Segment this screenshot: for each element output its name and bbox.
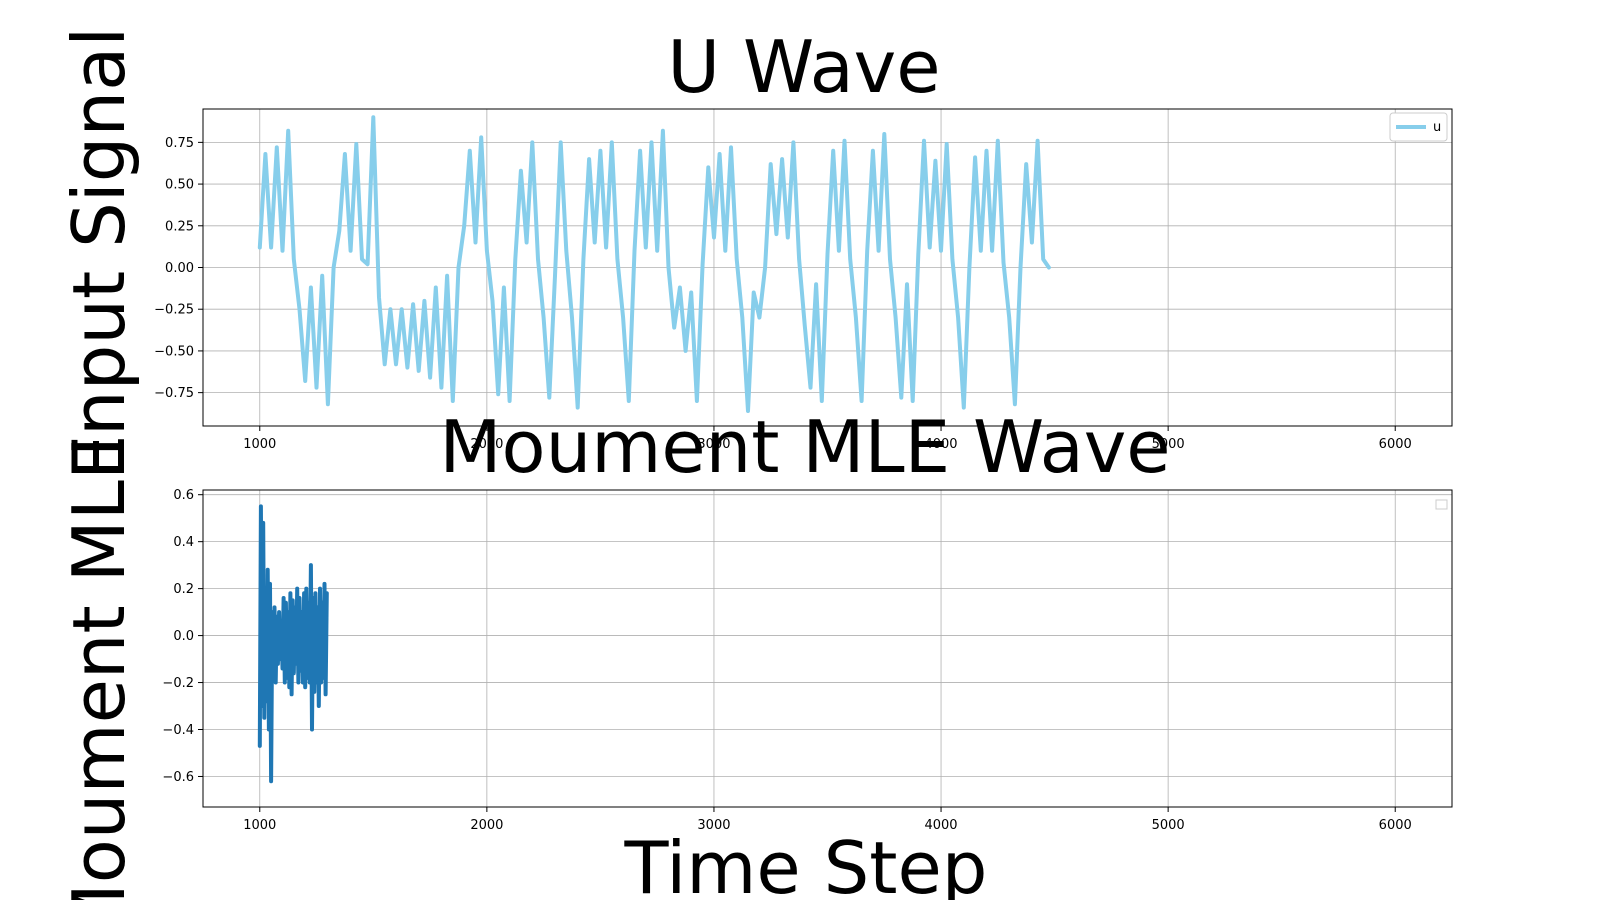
mle-wave-x-tick-label: 4000 [924,818,957,833]
u-wave-series-line-u [257,115,1051,413]
mle-wave-y-tick-label: −0.6 [162,770,194,785]
mle-wave-plot-area [257,504,329,784]
y-axis-label-input-signal: Input Signal [57,27,141,458]
u-wave-title: U Wave [667,25,940,109]
mle-wave-y-tick-label: 0.6 [173,488,194,503]
mle-wave-y-tick-label: 0.4 [173,535,194,550]
mle-wave-y-tick-label: 0.0 [173,629,194,644]
u-wave-x-tick-label: 5000 [1152,437,1185,452]
u-wave-x-tick-label: 2000 [470,437,503,452]
u-wave-y-tick-label: −0.25 [154,303,194,318]
u-legend-label: u [1433,120,1441,135]
mle-wave-y-tick-label: 0.2 [173,582,194,597]
u-wave-y-tick-label: 0.50 [165,178,194,193]
u-wave-plot-area [257,115,1051,413]
u-wave-y-axis: −0.75 −0.50 −0.25 0.00 0.25 0.50 0.75 [154,136,203,401]
u-wave-y-tick-label: −0.50 [154,344,194,359]
y-axis-label-moument-mle: Moument MLE [57,435,141,900]
mle-wave-y-axis: −0.6 −0.4 −0.2 0.0 0.2 0.4 0.6 [162,488,203,785]
u-wave-y-tick-label: −0.75 [154,386,194,401]
u-wave-y-tick-label: 0.00 [165,261,194,276]
mle-wave-y-tick-label: −0.4 [162,723,194,738]
u-wave-x-axis: 1000 2000 3000 4000 5000 6000 [243,426,1412,452]
mle-wave-x-tick-label: 1000 [243,818,276,833]
x-axis-label-time-step: Time Step [623,826,987,900]
mle-wave-x-tick-label: 5000 [1152,818,1185,833]
mle-wave-legend-box [1435,499,1448,510]
u-wave-x-tick-label: 6000 [1379,437,1412,452]
mle-wave-grid [203,490,1452,807]
u-wave-x-tick-label: 3000 [697,437,730,452]
u-wave-chart: U Wave 1000 2000 3000 4000 5000 6000 −0.75−0.… [154,25,1453,452]
mle-wave-y-tick-label: −0.2 [162,676,194,691]
u-wave-x-tick-label: 1000 [243,437,276,452]
u-wave-legend: u [1389,112,1448,142]
mle-wave-axes-frame [202,489,1453,808]
mle-wave-series-line-0 [257,504,329,784]
u-wave-x-tick-label: 4000 [924,437,957,452]
u-wave-y-tick-label: 0.25 [165,219,194,234]
mle-wave-x-tick-label: 6000 [1379,818,1412,833]
moument-mle-wave-chart: 1000 2000 3000 4000 5000 6000 −0.6 −0.4 −0.2 0.0… [162,405,1453,833]
mle-wave-x-axis: 1000 2000 3000 4000 5000 6000 [243,807,1412,833]
mle-wave-title: Moument MLE Wave [439,405,1170,489]
mle-wave-x-tick-label: 2000 [470,818,503,833]
mle-wave-x-tick-label: 3000 [697,818,730,833]
u-wave-y-tick-label: 0.75 [165,136,194,151]
